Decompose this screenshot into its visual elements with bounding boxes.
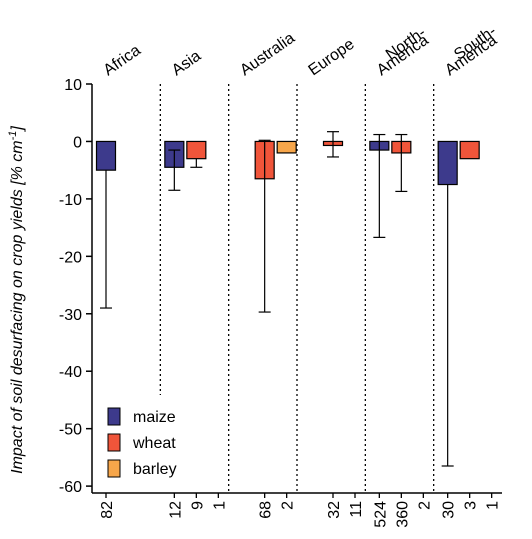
- legend-swatch: [107, 407, 121, 426]
- sample-size-label: 82: [99, 501, 116, 519]
- legend-swatch: [107, 459, 121, 478]
- sample-size-label: 68: [258, 501, 275, 519]
- bar: [276, 140, 297, 154]
- sample-size-label: 12: [167, 501, 184, 519]
- region-label: Australia: [237, 30, 298, 80]
- region-label: Asia: [169, 47, 204, 79]
- sample-size-label: 2: [280, 501, 297, 510]
- sample-size-label: 1: [211, 501, 228, 510]
- y-tick-label: -20: [59, 249, 82, 266]
- sample-size-label: 9: [189, 501, 206, 510]
- legend-label: barley: [133, 461, 177, 478]
- sample-size-label: 30: [441, 501, 458, 519]
- region-label: Africa: [101, 42, 144, 79]
- y-tick-label: -50: [59, 422, 82, 439]
- bar: [459, 140, 480, 160]
- sample-size-label: 524: [372, 501, 389, 528]
- legend-label: maize: [133, 409, 176, 426]
- region-label: Europe: [306, 36, 358, 80]
- sample-size-label: 360: [394, 501, 411, 528]
- sample-size-label: 2: [416, 501, 433, 510]
- legend-swatch: [107, 433, 121, 452]
- bar: [437, 140, 458, 186]
- y-tick-label: -30: [59, 307, 82, 324]
- sample-size-label: 3: [463, 501, 480, 510]
- y-tick-label: -10: [59, 192, 82, 209]
- y-label-sup: -1: [7, 131, 19, 141]
- sample-size-label: 1: [485, 501, 502, 510]
- y-label-text: Impact of soil desurfacing on crop yield…: [9, 140, 26, 473]
- y-axis-label: Impact of soil desurfacing on crop yield…: [7, 126, 26, 474]
- y-tick-label: -60: [59, 479, 82, 496]
- bar: [95, 140, 117, 171]
- sample-size-label: 32: [326, 501, 343, 519]
- sample-size-label: 11: [348, 501, 365, 518]
- y-tick-label: 0: [73, 134, 82, 151]
- y-tick-label: -40: [59, 364, 82, 381]
- bar: [186, 140, 207, 160]
- y-label-end: ]: [9, 126, 26, 133]
- y-tick-label: 10: [64, 77, 82, 94]
- legend-label: wheat: [132, 435, 176, 452]
